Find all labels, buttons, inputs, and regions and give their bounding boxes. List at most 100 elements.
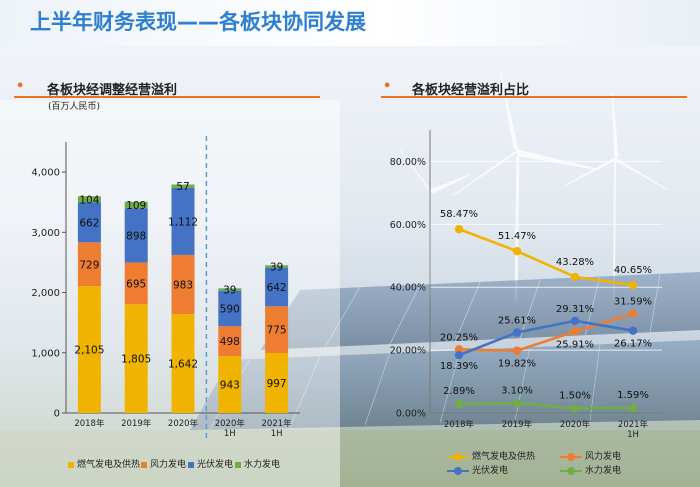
legend-line-swatch [447,452,469,461]
line-x-tick-label: 2019年 [502,419,533,430]
line-data-label: 20.25% [440,332,478,343]
line-point [512,346,522,355]
bar-segment [218,288,242,291]
bar-data-label: 662 [79,217,99,229]
legend-swatch [68,461,74,468]
bar-data-label: 498 [220,336,240,348]
line-legend-label: 风力发电 [585,452,622,462]
line-point [512,246,522,256]
bar-y-tick-label: 3,000 [31,228,60,239]
line-legend-label: 光伏发电 [472,466,509,476]
line-legend-item-gas: 燃气发电及供热 [447,449,535,462]
line-series [458,227,634,287]
line-point [628,326,638,335]
bar-data-label: 39 [223,285,236,297]
legend-line-swatch [560,466,582,475]
line-data-label: 1.59% [617,390,649,401]
line-data-label: 51.47% [498,231,536,242]
bar-data-label: 775 [267,325,287,337]
bar-segment [265,306,289,353]
line-data-label: 19.82% [498,359,536,370]
line-series [458,319,634,357]
line-x-tick-label: 2021年 [618,419,649,430]
bar-segment [171,184,195,188]
line-legend-label: 水力发电 [585,466,622,476]
bar-segment [77,202,101,243]
bar-segment [124,208,148,263]
line-point [570,404,580,413]
line-data-label: 58.47% [440,209,478,220]
legend-swatch [188,461,194,468]
line-y-tick-label: 80.00% [390,157,426,168]
legend-swatch [235,461,241,468]
line-point [454,224,464,234]
bar-segment [124,304,148,413]
bar-segment [77,196,101,203]
line-point [512,328,522,337]
bar-data-label: 57 [176,181,189,193]
page-title: 上半年财务表现——各板块协同发展 [30,10,366,34]
bar-segment [218,326,242,357]
line-legend-label: 燃气发电及供热 [472,452,536,462]
bar-x-tick-label: 2020年 [168,418,199,429]
bar-data-label: 1,805 [121,354,151,366]
bar-segment [218,356,242,413]
bar-segment [265,352,289,413]
line-data-label: 31.59% [614,297,652,308]
bar-legend-item-hydro: 水力发电 [235,457,280,470]
bar-segment [77,242,101,287]
line-data-label: 26.17% [614,339,652,350]
line-y-tick-label: 0.00% [396,409,426,420]
bar-x-tick-label: 2020年 [215,418,246,429]
line-point [628,309,638,318]
header-bar [0,0,700,46]
bar-data-label: 642 [267,282,287,294]
line-y-tick-label: 60.00% [390,220,426,231]
line-point [570,272,580,282]
line-data-label: 43.28% [556,257,594,268]
bar-segment [218,290,242,327]
line-legend-item-wind: 风力发电 [560,449,621,462]
bar-data-label: 1,642 [168,359,198,371]
bar-legend-label: 光伏发电 [197,460,234,470]
line-series [458,401,634,410]
legend-line-swatch [447,466,469,475]
line-data-label: 3.10% [501,385,533,396]
line-point [628,403,638,413]
bar-segment [265,265,289,268]
line-data-label: 40.65% [614,265,652,276]
bar-segment [124,262,148,305]
bar-segment [124,201,148,209]
bar-data-label: 590 [220,303,240,315]
left-section-underline [14,96,320,98]
bar-data-label: 1,112 [168,216,198,228]
line-point [512,399,522,408]
bar-segment [77,286,101,413]
legend-swatch [141,461,147,468]
legend-line-swatch [560,452,582,461]
bar-data-label: 104 [79,194,99,206]
right-section-underline [381,96,687,98]
bar-segment [171,314,195,413]
line-point [628,280,638,290]
line-point [454,399,464,409]
bar-y-tick-label: 0 [54,409,60,420]
bar-data-label: 983 [173,280,193,292]
line-point [570,327,580,336]
bar-data-label: 729 [79,259,99,271]
bar-segment [171,187,195,255]
line-data-label: 1.50% [559,390,591,401]
bar-legend-label: 风力发电 [150,460,187,470]
line-point [454,350,464,360]
line-data-label: 25.61% [498,315,536,326]
bar-data-label: 109 [126,200,146,212]
right-section-title: 各板块经营溢利占比 [412,83,530,98]
line-x-tick-label: 2020年 [560,419,591,430]
bar-y-tick-label: 4,000 [31,168,60,179]
line-legend-item-solar: 光伏发电 [447,463,508,476]
line-x-tick-label: 2018年 [444,419,475,430]
bar-legend-item-solar: 光伏发电 [188,457,233,470]
line-data-label: 2.89% [443,386,475,397]
bar-data-label: 39 [270,261,283,273]
